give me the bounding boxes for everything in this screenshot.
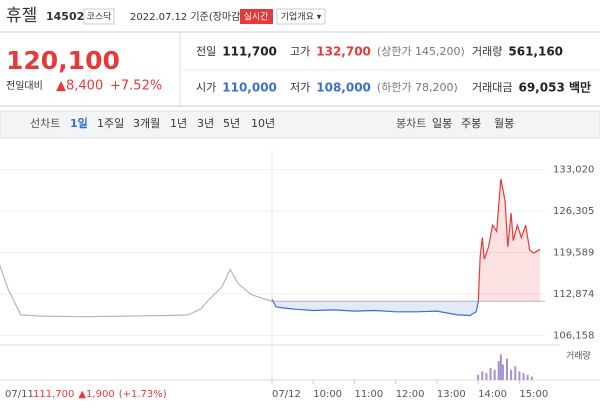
volume-bar: [485, 373, 488, 380]
price-line: [272, 301, 479, 317]
volume-bar: [522, 373, 525, 380]
price-line: [0, 265, 273, 318]
y-tick-label: 119,589: [553, 247, 594, 258]
prev-day-close: 111,700: [33, 389, 74, 400]
market-badge: [83, 8, 115, 25]
stat-value: 111,700: [222, 45, 277, 59]
period-tab[interactable]: 3개월: [133, 117, 160, 130]
x-tick-label: 07/12: [272, 389, 301, 400]
x-tick-label: 12:00: [396, 389, 425, 400]
area-fill: [272, 178, 540, 302]
period-tab[interactable]: 1주일: [97, 116, 124, 130]
stat-extra: (상한가 145,200): [377, 45, 465, 58]
candle-tab[interactable]: 일봉: [432, 116, 452, 130]
period-tab[interactable]: 10년: [251, 117, 275, 130]
volume-bar: [526, 374, 529, 380]
stat-label: 저가: [290, 81, 310, 94]
volume-bar: [506, 358, 509, 380]
x-tick-label: 15:00: [519, 389, 548, 400]
button-label[interactable]: 실시간: [244, 12, 269, 23]
company-button[interactable]: [276, 8, 326, 25]
volume-bar: [499, 354, 502, 380]
current-price: 120,100: [6, 46, 120, 75]
prev-day-change: ▲1,900: [78, 389, 114, 400]
stat-value: 69,053 백만: [518, 80, 591, 95]
candle-tab[interactable]: 월봉: [494, 117, 514, 130]
volume-label: 거래량: [566, 350, 591, 362]
line-chart-label: 선차트: [30, 117, 60, 130]
button-label[interactable]: 기업개요 ▾: [281, 12, 322, 23]
period-tab[interactable]: 3년: [197, 117, 214, 130]
stat-value: 561,160: [508, 45, 563, 59]
stat-label: 거래대금: [472, 81, 512, 94]
candle-tab[interactable]: 주봉: [461, 117, 481, 130]
volume-bar: [530, 376, 533, 380]
toolbar: [0, 110, 600, 139]
prev-day-rate: (+1.73%): [119, 389, 167, 400]
stat-label: 거래량: [472, 45, 502, 58]
volume-bar: [518, 371, 521, 380]
area-fill: [273, 301, 479, 316]
volume-bar: [510, 369, 513, 380]
period-tab[interactable]: 1일: [70, 116, 88, 130]
volume-bar: [493, 369, 496, 380]
volume-bar: [477, 374, 480, 380]
volume-bar: [514, 366, 517, 380]
stat-extra: (하한가 78,200): [377, 80, 458, 94]
y-tick-label: 126,305: [553, 206, 594, 217]
change: ▲8,400: [56, 79, 103, 94]
realtime-button[interactable]: [240, 9, 273, 24]
period-tab[interactable]: 5년: [223, 117, 240, 130]
change-rate: +7.52%: [110, 79, 162, 94]
date: 2022.07.12 기준(장마감): [130, 11, 244, 23]
stat-label: 고가: [290, 45, 310, 58]
y-tick-label: 133,020: [553, 164, 594, 175]
stock-name: 휴젤: [6, 6, 37, 26]
x-tick-label: 10:00: [313, 389, 342, 400]
candle-chart-label: 봉차트: [396, 117, 426, 130]
x-tick-label: 11:00: [354, 389, 383, 400]
stat-label: 전일: [196, 44, 216, 58]
x-tick-label: 13:00: [437, 389, 466, 400]
market: 코스닥: [87, 12, 112, 23]
stat-value: 110,000: [222, 81, 277, 95]
y-tick-label: 112,874: [553, 289, 594, 300]
volume-bar: [489, 368, 492, 380]
y-tick-label: 106,158: [553, 331, 594, 342]
volume-bar: [501, 364, 504, 380]
change-label: 전일대비: [6, 80, 43, 92]
stat-label: 시가: [196, 81, 216, 94]
volume-bar: [481, 371, 484, 380]
x-tick-label: 07/11: [5, 389, 34, 400]
stat-value: 108,000: [316, 81, 371, 95]
x-tick-label: 14:00: [478, 389, 507, 400]
period-tab[interactable]: 1년: [170, 117, 187, 130]
stock-code: 145020: [46, 10, 92, 23]
volume-bar: [497, 361, 500, 380]
stat-value: 132,700: [316, 45, 371, 59]
price-line: [271, 178, 541, 302]
